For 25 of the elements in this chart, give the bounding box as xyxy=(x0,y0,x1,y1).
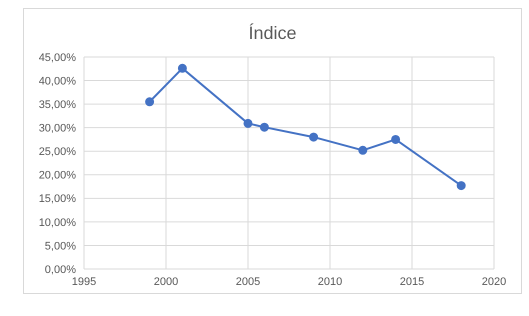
y-tick-label: 10,00% xyxy=(38,216,76,229)
point xyxy=(178,64,187,73)
y-tick-label: 5,00% xyxy=(44,240,76,252)
y-tick-label: 25,00% xyxy=(38,146,76,158)
y-tick-label: 30,00% xyxy=(38,122,76,135)
point xyxy=(456,181,466,190)
y-tick-label: 40,00% xyxy=(38,75,76,88)
y-tick-label: 15,00% xyxy=(38,193,76,206)
x-tick-label: 1995 xyxy=(72,276,96,288)
point xyxy=(260,122,269,132)
y-tick-label: 20,00% xyxy=(38,170,76,182)
point xyxy=(145,97,154,106)
x-tick-label: 2005 xyxy=(236,276,260,288)
y-tick-label: 35,00% xyxy=(38,99,76,112)
x-tick-label: 2015 xyxy=(400,276,424,288)
point xyxy=(358,146,368,155)
x-tick-label: 2010 xyxy=(318,276,342,288)
point xyxy=(244,118,252,128)
x-tick-label: 2020 xyxy=(482,276,506,288)
point xyxy=(309,132,318,142)
chart-title: Índice xyxy=(247,22,298,45)
x-tick-label: 2000 xyxy=(154,276,178,288)
y-tick-label: 0,00% xyxy=(44,264,76,276)
y-tick-label: 45,00% xyxy=(38,52,76,64)
point xyxy=(391,134,400,144)
